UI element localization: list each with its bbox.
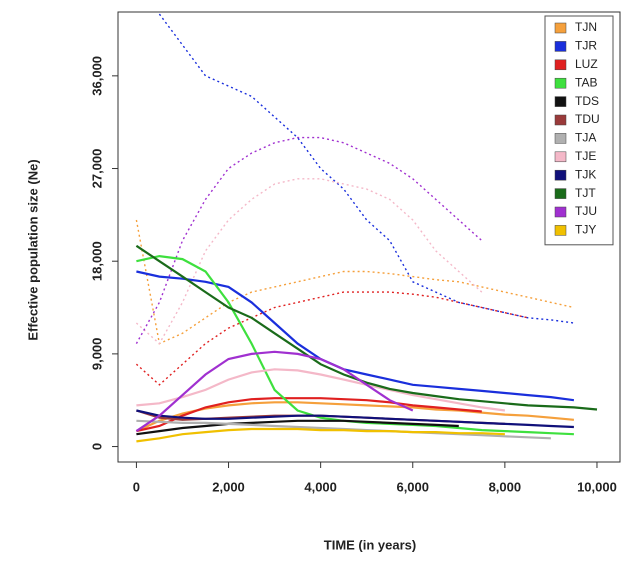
legend-swatch [554,96,567,107]
legend-label: TJA [575,131,596,145]
x-tick-label: 2,000 [212,479,245,494]
legend-swatch [554,225,567,236]
y-tick-label: 9,000 [89,338,104,371]
legend-swatch [554,169,567,181]
legend-swatch [554,114,567,126]
legend-swatch [554,41,567,52]
upper-bound-line [135,136,483,344]
upper-bound-line [135,178,483,345]
legend-swatch [554,206,567,218]
y-tick-label: 27,000 [89,149,104,189]
series-line [136,270,575,402]
series-line [135,350,414,433]
upper-bound-line [135,219,575,345]
x-tick-label: 10,000 [577,479,617,494]
x-tick-label: 0 [133,479,140,494]
plot-area [135,13,598,443]
legend-swatch [554,188,567,199]
legend-box [544,15,614,246]
legend-label: TDU [575,112,600,126]
x-tick-label: 4,000 [304,479,337,494]
legend-label: TDS [575,94,599,108]
legend-label: TJK [575,167,596,181]
legend-swatch [554,59,567,71]
y-tick-label: 0 [89,443,104,450]
series-line [136,397,482,433]
legend-label: TJU [575,204,597,218]
y-tick-label: 18,000 [89,241,104,281]
series-line [136,419,459,436]
y-tick-label: 36,000 [89,56,104,96]
series-line [136,409,574,429]
series-line [135,401,575,433]
x-tick-label: 8,000 [489,479,522,494]
legend-label: LUZ [575,57,598,71]
legend-swatch [554,133,567,144]
legend-swatch [554,22,567,34]
legend-label: TJN [575,20,597,34]
legend-label: TJR [575,39,597,53]
upper-bound-line [135,291,529,386]
legend-swatch [554,77,567,89]
series-line [135,244,598,411]
x-tick-label: 6,000 [396,479,429,494]
legend-label: TJT [575,186,596,200]
legend-swatch [554,151,567,163]
y-axis-title: Effective population size (Ne) [25,159,40,340]
series-line [136,427,505,443]
series-line [136,368,506,412]
legend-label: TJE [575,149,596,163]
legend-label: TJY [575,223,596,237]
x-axis-title: TIME (in years) [324,537,416,552]
legend-label: TAB [575,75,597,89]
